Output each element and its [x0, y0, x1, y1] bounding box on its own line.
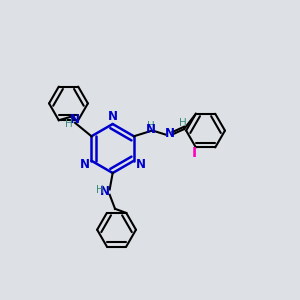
Text: N: N — [108, 110, 118, 123]
Text: I: I — [192, 146, 197, 160]
Text: N: N — [70, 113, 80, 126]
Text: N: N — [146, 123, 156, 136]
Text: H: H — [179, 118, 186, 128]
Text: N: N — [100, 185, 110, 198]
Text: N: N — [136, 158, 146, 171]
Text: H: H — [96, 185, 104, 195]
Text: H: H — [64, 119, 72, 129]
Text: N: N — [80, 158, 90, 171]
Text: H: H — [147, 121, 155, 130]
Text: N: N — [165, 127, 175, 140]
